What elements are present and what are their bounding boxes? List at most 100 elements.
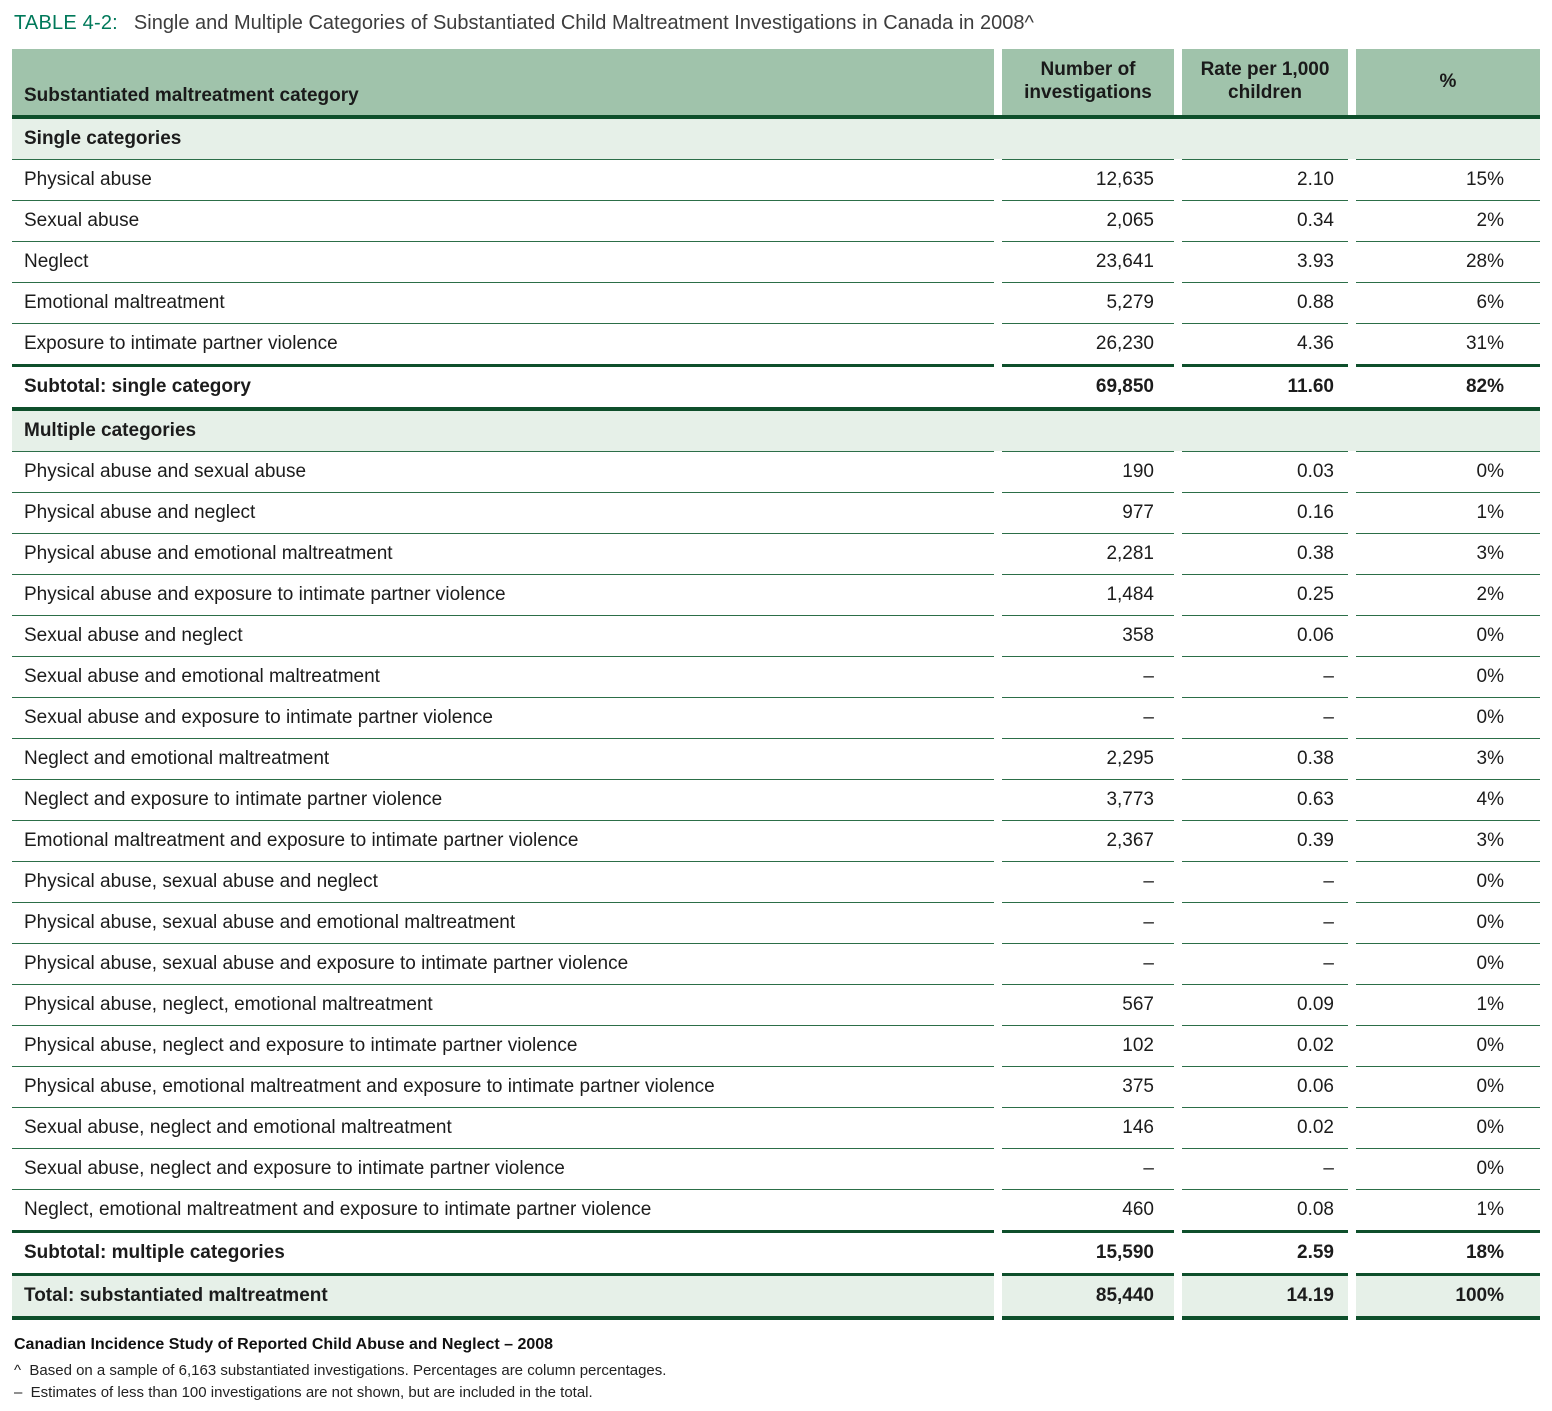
- total-row: Total: substantiated maltreatment 85,440 1…: [12, 1273, 1540, 1320]
- subtotal-row: Subtotal: single category 69,850 11.60 82%: [12, 364, 1540, 407]
- investigations-cell: 12,635: [1002, 159, 1174, 200]
- percent-cell: 6%: [1356, 282, 1540, 323]
- table-row: Sexual abuse and emotional maltreatment –…: [12, 656, 1540, 697]
- table-row: Physical abuse, emotional maltreatment a…: [12, 1066, 1540, 1107]
- table-row: Emotional maltreatment 5,279 0.88 6%: [12, 282, 1540, 323]
- table-row: Physical abuse and neglect 977 0.16 1%: [12, 492, 1540, 533]
- investigations-cell: 460: [1002, 1189, 1174, 1230]
- investigations-cell: 190: [1002, 451, 1174, 492]
- investigations-cell: 3,773: [1002, 779, 1174, 820]
- percent-cell: 2%: [1356, 574, 1540, 615]
- percent-cell: 100%: [1356, 1273, 1540, 1320]
- category-cell: Sexual abuse: [12, 200, 994, 241]
- investigations-cell: 358: [1002, 615, 1174, 656]
- table-row: Physical abuse, sexual abuse and neglect…: [12, 861, 1540, 902]
- table-row: Sexual abuse, neglect and exposure to in…: [12, 1148, 1540, 1189]
- data-table: Substantiated maltreatment category Numb…: [12, 49, 1540, 1320]
- table-row: Physical abuse and emotional maltreatmen…: [12, 533, 1540, 574]
- category-cell: Total: substantiated maltreatment: [12, 1273, 994, 1320]
- category-cell: Physical abuse and emotional maltreatmen…: [12, 533, 994, 574]
- rate-cell: 2.10: [1182, 159, 1348, 200]
- category-cell: Subtotal: multiple categories: [12, 1230, 994, 1273]
- rate-cell: 4.36: [1182, 323, 1348, 364]
- category-cell: Physical abuse, sexual abuse and emotion…: [12, 902, 994, 943]
- percent-cell: 0%: [1356, 697, 1540, 738]
- table-row: Physical abuse, sexual abuse and exposur…: [12, 943, 1540, 984]
- investigations-cell: 102: [1002, 1025, 1174, 1066]
- rate-cell: –: [1182, 656, 1348, 697]
- percent-cell: 0%: [1356, 1066, 1540, 1107]
- investigations-cell: –: [1002, 902, 1174, 943]
- percent-cell: 0%: [1356, 615, 1540, 656]
- category-cell: Neglect and emotional maltreatment: [12, 738, 994, 779]
- investigations-cell: –: [1002, 656, 1174, 697]
- investigations-cell: 5,279: [1002, 282, 1174, 323]
- rate-cell: 0.06: [1182, 615, 1348, 656]
- investigations-cell: 1,484: [1002, 574, 1174, 615]
- rate-cell: 0.03: [1182, 451, 1348, 492]
- percent-cell: 0%: [1356, 451, 1540, 492]
- table-row: Sexual abuse, neglect and emotional malt…: [12, 1107, 1540, 1148]
- table-row: Physical abuse 12,635 2.10 15%: [12, 159, 1540, 200]
- category-cell: Physical abuse, sexual abuse and neglect: [12, 861, 994, 902]
- investigations-cell: 15,590: [1002, 1230, 1174, 1273]
- table-row: Physical abuse, neglect and exposure to …: [12, 1025, 1540, 1066]
- rate-cell: 0.16: [1182, 492, 1348, 533]
- table-row: Physical abuse, sexual abuse and emotion…: [12, 902, 1540, 943]
- percent-cell: 4%: [1356, 779, 1540, 820]
- percent-cell: 2%: [1356, 200, 1540, 241]
- table-row: Neglect and emotional maltreatment 2,295 0…: [12, 738, 1540, 779]
- category-cell: Sexual abuse, neglect and emotional malt…: [12, 1107, 994, 1148]
- rate-cell: –: [1182, 902, 1348, 943]
- investigations-cell: –: [1002, 1148, 1174, 1189]
- rate-cell: –: [1182, 1148, 1348, 1189]
- rate-cell: 3.93: [1182, 241, 1348, 282]
- investigations-cell: 375: [1002, 1066, 1174, 1107]
- section-row: Multiple categories: [12, 407, 1540, 451]
- percent-cell: 3%: [1356, 738, 1540, 779]
- investigations-cell: 23,641: [1002, 241, 1174, 282]
- rate-cell: –: [1182, 861, 1348, 902]
- category-cell: Neglect and exposure to intimate partner…: [12, 779, 994, 820]
- footnote-dash: – Estimates of less than 100 investigati…: [14, 1384, 593, 1401]
- category-cell: Physical abuse and neglect: [12, 492, 994, 533]
- category-cell: Subtotal: single category: [12, 364, 994, 407]
- investigations-cell: 2,281: [1002, 533, 1174, 574]
- category-cell: Neglect: [12, 241, 994, 282]
- rate-cell: 0.25: [1182, 574, 1348, 615]
- category-cell: Exposure to intimate partner violence: [12, 323, 994, 364]
- column-header-investigations: Number of investigations: [1002, 49, 1174, 115]
- category-cell: Sexual abuse and emotional maltreatment: [12, 656, 994, 697]
- column-header-category: Substantiated maltreatment category: [12, 49, 994, 115]
- category-cell: Neglect, emotional maltreatment and expo…: [12, 1189, 994, 1230]
- percent-cell: 0%: [1356, 943, 1540, 984]
- table-header-row: Substantiated maltreatment category Numb…: [12, 49, 1540, 115]
- rate-cell: 0.02: [1182, 1107, 1348, 1148]
- section-row: Single categories: [12, 115, 1540, 159]
- rate-cell: 14.19: [1182, 1273, 1348, 1320]
- rate-cell: 0.08: [1182, 1189, 1348, 1230]
- rate-cell: 0.39: [1182, 820, 1348, 861]
- table-row: Exposure to intimate partner violence 26,…: [12, 323, 1540, 364]
- percent-cell: 31%: [1356, 323, 1540, 364]
- table-caption: Single and Multiple Categories of Substa…: [133, 12, 1034, 34]
- rate-cell: 0.38: [1182, 533, 1348, 574]
- investigations-cell: 85,440: [1002, 1273, 1174, 1320]
- investigations-cell: 2,295: [1002, 738, 1174, 779]
- category-cell: Physical abuse, neglect, emotional maltr…: [12, 984, 994, 1025]
- investigations-cell: 26,230: [1002, 323, 1174, 364]
- percent-cell: 0%: [1356, 861, 1540, 902]
- percent-cell: 0%: [1356, 1025, 1540, 1066]
- section-label: Single categories: [12, 115, 1540, 159]
- table-row: Sexual abuse and neglect 358 0.06 0%: [12, 615, 1540, 656]
- category-cell: Physical abuse, neglect and exposure to …: [12, 1025, 994, 1066]
- category-cell: Emotional maltreatment: [12, 282, 994, 323]
- rate-cell: 0.09: [1182, 984, 1348, 1025]
- source-line: Canadian Incidence Study of Reported Chi…: [14, 1336, 554, 1353]
- percent-cell: 15%: [1356, 159, 1540, 200]
- category-cell: Physical abuse and exposure to intimate …: [12, 574, 994, 615]
- percent-cell: 1%: [1356, 984, 1540, 1025]
- table-row: Physical abuse, neglect, emotional maltr…: [12, 984, 1540, 1025]
- category-cell: Physical abuse, emotional maltreatment a…: [12, 1066, 994, 1107]
